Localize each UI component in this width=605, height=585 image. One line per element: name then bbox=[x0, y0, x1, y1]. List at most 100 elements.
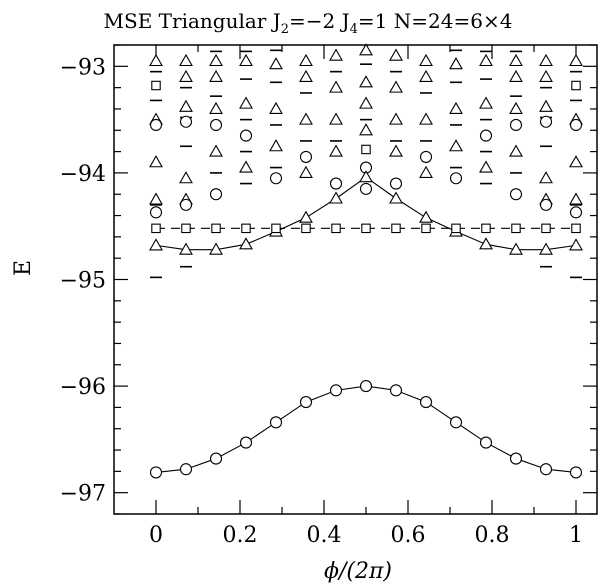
circle-marker bbox=[509, 452, 523, 465]
triangle-marker bbox=[509, 144, 523, 157]
triangle-marker bbox=[419, 165, 433, 178]
triangle-marker bbox=[179, 53, 193, 67]
circle-marker bbox=[299, 396, 313, 409]
triangle-marker bbox=[419, 210, 433, 223]
triangle-marker bbox=[479, 96, 493, 109]
circle-marker bbox=[479, 436, 493, 449]
square-marker bbox=[361, 144, 371, 155]
triangle-marker bbox=[389, 80, 403, 93]
triangle-marker bbox=[269, 139, 283, 152]
circle-marker bbox=[359, 380, 373, 393]
circle-marker bbox=[329, 177, 343, 190]
x-tick-label: 0.6 bbox=[391, 523, 426, 548]
circle-marker bbox=[449, 172, 463, 185]
circle-marker bbox=[149, 118, 163, 131]
triangle-marker bbox=[359, 43, 373, 56]
circle-marker bbox=[539, 463, 553, 476]
triangle-marker bbox=[359, 123, 373, 136]
triangle-marker bbox=[389, 191, 403, 204]
square-marker bbox=[301, 223, 311, 234]
triangle-marker bbox=[179, 171, 193, 184]
square-marker bbox=[481, 223, 491, 234]
circle-marker bbox=[149, 466, 163, 479]
x-axis-label: ϕ/(2π) bbox=[324, 559, 392, 584]
triangle-marker bbox=[149, 53, 163, 67]
circle-marker bbox=[509, 118, 523, 131]
triangle-marker bbox=[329, 48, 343, 61]
data-series bbox=[149, 170, 583, 479]
circle-marker bbox=[149, 206, 163, 219]
triangle-marker bbox=[479, 53, 493, 67]
triangle-marker bbox=[179, 99, 193, 112]
circle-marker bbox=[179, 115, 193, 128]
circle-marker bbox=[539, 198, 553, 211]
triangle-marker bbox=[269, 57, 283, 70]
x-tick-label: 1 bbox=[569, 523, 583, 548]
triangle-marker bbox=[539, 171, 553, 184]
circle-marker bbox=[419, 150, 433, 163]
y-tick-label: −94 bbox=[60, 162, 106, 187]
chart-title: MSE Triangular J2=−2 J4=1 N=24=6×4 bbox=[104, 9, 513, 37]
triangle-marker bbox=[389, 48, 403, 61]
circle-marker bbox=[389, 384, 403, 397]
square-marker bbox=[151, 223, 161, 234]
y-tick-label: −97 bbox=[60, 482, 106, 507]
plot-frame bbox=[113, 44, 598, 515]
plot-border bbox=[113, 44, 598, 515]
triangle-marker bbox=[539, 99, 553, 112]
triangle-marker bbox=[149, 192, 163, 205]
square-marker bbox=[421, 223, 431, 234]
triangle-marker bbox=[149, 238, 163, 251]
circle-marker bbox=[209, 452, 223, 465]
triangle-marker bbox=[389, 112, 403, 125]
square-marker bbox=[541, 223, 551, 234]
triangle-marker bbox=[359, 96, 373, 109]
triangle-marker bbox=[449, 101, 463, 115]
triangle-marker bbox=[419, 53, 433, 67]
triangle-marker bbox=[329, 191, 343, 204]
triangle-marker bbox=[509, 69, 523, 83]
triangle-marker bbox=[329, 144, 343, 157]
circle-marker bbox=[179, 463, 193, 476]
triangle-marker bbox=[269, 101, 283, 115]
triangle-marker bbox=[209, 242, 223, 255]
circle-marker bbox=[269, 416, 283, 429]
y-axis: −97 −96 −95 −94 −93 bbox=[60, 44, 597, 515]
y-tick-label: −96 bbox=[60, 375, 106, 400]
x-tick-label: 0.8 bbox=[475, 523, 510, 548]
x-tick-label: 0 bbox=[149, 523, 163, 548]
triangle-marker bbox=[329, 80, 343, 93]
triangle-marker bbox=[209, 101, 223, 115]
circle-marker bbox=[449, 416, 463, 429]
triangle-marker bbox=[299, 210, 313, 223]
square-marker bbox=[181, 223, 191, 234]
square-marker bbox=[361, 223, 371, 234]
triangle-marker bbox=[239, 160, 253, 173]
y-axis-label: E bbox=[11, 260, 36, 276]
triangle-marker bbox=[329, 112, 343, 125]
square-marker bbox=[571, 80, 581, 91]
triangle-marker bbox=[539, 53, 553, 67]
triangle-marker bbox=[479, 160, 493, 173]
square-marker bbox=[391, 223, 401, 234]
triangle-marker bbox=[509, 242, 523, 255]
square-marker bbox=[331, 223, 341, 234]
circle-marker bbox=[239, 129, 253, 142]
triangle-marker bbox=[509, 101, 523, 115]
circle-marker bbox=[539, 115, 553, 128]
triangle-marker bbox=[539, 242, 553, 255]
circle-marker bbox=[209, 188, 223, 201]
y-tick-label: −95 bbox=[60, 269, 106, 294]
triangle-marker bbox=[209, 69, 223, 83]
triangle-marker bbox=[569, 53, 583, 67]
triangle-marker bbox=[449, 57, 463, 70]
triangle-marker bbox=[299, 165, 313, 178]
triangle-marker bbox=[509, 53, 523, 67]
circle-marker bbox=[209, 118, 223, 131]
x-axis: 0 0.2 0.4 0.6 0.8 1 bbox=[149, 45, 583, 548]
circle-marker bbox=[569, 118, 583, 131]
x-tick-label: 0.4 bbox=[307, 523, 342, 548]
triangle-marker bbox=[299, 112, 313, 125]
square-marker bbox=[571, 223, 581, 234]
triangle-marker bbox=[179, 242, 193, 255]
